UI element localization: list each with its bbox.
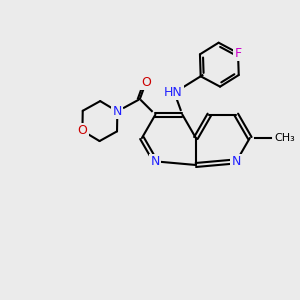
Text: N: N xyxy=(232,155,241,168)
Text: N: N xyxy=(113,105,122,118)
Text: O: O xyxy=(141,76,151,89)
Text: N: N xyxy=(151,155,160,168)
Text: O: O xyxy=(77,124,87,137)
Text: HN: HN xyxy=(164,86,183,99)
Text: F: F xyxy=(234,46,242,60)
Text: CH₃: CH₃ xyxy=(274,133,295,143)
